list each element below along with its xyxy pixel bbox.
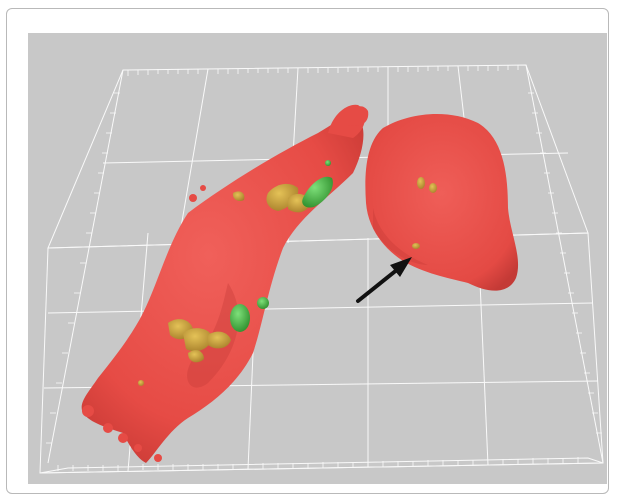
elongated-cell: [81, 104, 369, 464]
green-signals: [230, 160, 333, 332]
microscopy-viewport: [28, 33, 607, 484]
round-cell: [365, 113, 519, 291]
3d-render: [39, 64, 604, 474]
figure-frame: [6, 8, 609, 494]
arrow-icon: [356, 257, 412, 303]
